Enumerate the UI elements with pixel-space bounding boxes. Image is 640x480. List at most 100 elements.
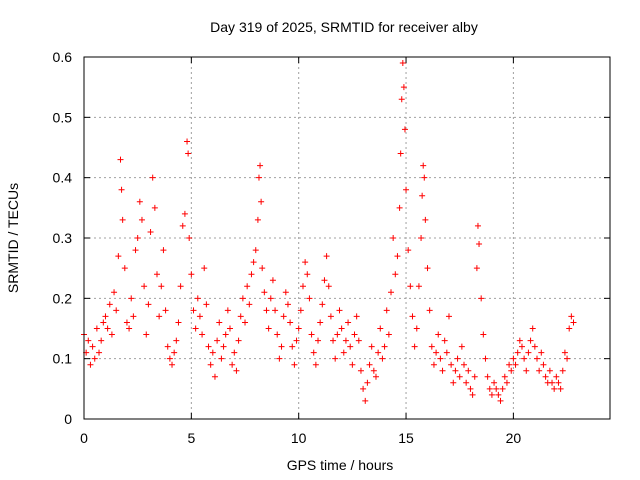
data-point <box>222 331 229 338</box>
data-point <box>420 162 427 169</box>
data-point <box>476 241 483 248</box>
data-point <box>568 313 575 320</box>
data-point <box>96 349 103 356</box>
data-point <box>564 355 571 362</box>
data-point <box>220 343 227 350</box>
data-point <box>93 325 100 332</box>
data-point <box>192 325 199 332</box>
data-point <box>355 337 362 344</box>
data-point <box>282 289 289 296</box>
data-point <box>278 343 285 350</box>
data-point <box>134 235 141 241</box>
data-point <box>413 325 420 332</box>
data-point <box>211 373 218 380</box>
data-point <box>347 343 354 350</box>
data-point <box>321 277 328 284</box>
data-point <box>379 355 386 362</box>
data-point <box>437 355 444 362</box>
data-point <box>381 343 388 350</box>
data-point <box>465 367 472 374</box>
data-point <box>121 265 128 272</box>
y-tick-label: 0.2 <box>53 290 73 306</box>
data-point <box>160 247 167 254</box>
data-point <box>448 361 455 368</box>
data-point <box>516 337 523 344</box>
data-point <box>390 235 397 241</box>
data-point <box>375 349 382 356</box>
data-point <box>123 319 130 326</box>
data-point <box>143 331 150 338</box>
data-point <box>85 337 92 344</box>
data-point <box>351 331 358 338</box>
data-point <box>291 361 298 368</box>
data-point <box>203 301 210 308</box>
data-points <box>81 60 577 404</box>
data-point <box>433 349 440 356</box>
data-point <box>147 228 154 235</box>
data-point <box>246 301 253 308</box>
y-tick-label: 0.6 <box>53 49 73 65</box>
data-point <box>366 361 373 368</box>
data-point <box>461 361 468 368</box>
data-point <box>566 325 573 332</box>
data-point <box>480 331 487 338</box>
data-point <box>166 355 173 362</box>
data-point <box>486 385 493 392</box>
data-point <box>190 307 197 314</box>
data-point <box>421 174 428 181</box>
data-point <box>570 319 577 326</box>
data-point <box>216 319 223 326</box>
data-point <box>299 283 306 290</box>
data-point <box>435 331 442 338</box>
data-point <box>151 204 158 211</box>
data-point <box>463 379 470 386</box>
data-point <box>201 265 208 272</box>
data-point <box>388 289 395 296</box>
data-point <box>403 186 410 193</box>
data-point <box>353 313 360 320</box>
data-point <box>280 313 287 320</box>
data-point <box>141 283 148 290</box>
data-point <box>226 325 233 332</box>
data-point <box>396 204 403 211</box>
data-point <box>284 301 291 308</box>
data-point <box>259 265 266 272</box>
y-tick-label: 0.4 <box>53 170 73 186</box>
data-point <box>419 192 426 199</box>
data-point <box>87 361 94 368</box>
data-point <box>214 337 221 344</box>
data-point <box>357 367 364 374</box>
data-point <box>370 367 377 374</box>
data-point <box>310 349 317 356</box>
data-point <box>411 343 418 350</box>
data-point <box>430 361 437 368</box>
data-point <box>527 337 534 344</box>
chart-title: Day 319 of 2025, SRMTID for receiver alb… <box>210 19 478 35</box>
data-point <box>549 379 556 386</box>
x-tick-label: 0 <box>80 430 88 446</box>
data-point <box>443 349 450 356</box>
data-point <box>173 337 180 344</box>
data-point <box>153 271 160 278</box>
data-point <box>484 373 491 380</box>
x-tick-label: 15 <box>398 430 414 446</box>
data-point <box>118 186 125 193</box>
data-point <box>199 331 206 338</box>
data-point <box>349 361 356 368</box>
data-point <box>407 283 414 290</box>
data-point <box>529 325 536 332</box>
axis-ticks: 0 0.1 0.2 0.3 0.4 0.5 0.6 0 5 10 15 20 <box>53 49 610 446</box>
data-point <box>258 198 265 205</box>
data-point <box>89 343 96 350</box>
data-point <box>383 307 390 314</box>
data-point <box>297 307 304 314</box>
data-point <box>111 289 118 296</box>
data-point <box>207 361 214 368</box>
data-point <box>488 391 495 398</box>
data-point <box>231 349 238 356</box>
data-point <box>229 361 236 368</box>
data-point <box>250 259 257 266</box>
data-point <box>265 325 272 332</box>
data-point <box>394 253 401 260</box>
data-point <box>499 385 506 392</box>
